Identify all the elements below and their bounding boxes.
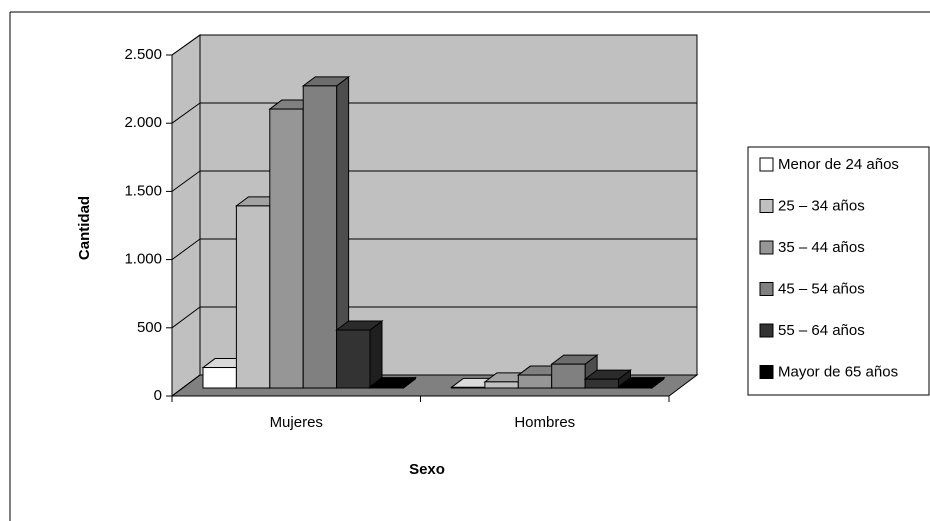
- x-tick-label: Mujeres: [270, 414, 323, 431]
- bar: [517, 374, 553, 389]
- bar: [369, 386, 404, 389]
- y-tick-label: 500: [137, 319, 162, 336]
- grid-line-side: [171, 170, 201, 192]
- y-axis-title: Cantidad: [76, 196, 93, 260]
- legend-label: Mayor de 65 años: [778, 363, 898, 380]
- legend-label: 25 – 34 años: [778, 197, 865, 214]
- grid-line-side: [171, 306, 201, 329]
- grid-line-side: [171, 238, 201, 261]
- bar: [484, 381, 519, 389]
- legend-swatch: [759, 240, 774, 255]
- legend-swatch: [759, 199, 774, 213]
- legend-label: 45 – 54 años: [778, 280, 865, 297]
- bar: [618, 386, 653, 389]
- legend-label: 35 – 44 años: [778, 239, 865, 256]
- x-axis-title: Sexo: [409, 461, 445, 478]
- grid-line-side: [171, 102, 201, 124]
- bar: [235, 205, 271, 389]
- y-tick-label: 0: [154, 387, 162, 404]
- legend-swatch: [759, 323, 774, 338]
- bar: [269, 108, 304, 389]
- y-tick-label: 1.500: [124, 182, 162, 199]
- legend-swatch: [759, 365, 774, 379]
- grid-line-side: [171, 34, 201, 56]
- legend-label: 55 – 64 años: [778, 322, 865, 339]
- side-wall: [171, 34, 201, 397]
- grid-line-side: [171, 374, 201, 397]
- bar: [584, 378, 619, 389]
- bar: [551, 363, 586, 389]
- x-tick-label: Hombres: [514, 414, 575, 431]
- y-tick-label: 2.000: [124, 114, 162, 131]
- legend-swatch: [759, 282, 774, 296]
- legend-label: Menor de 24 años: [778, 156, 899, 173]
- bar: [451, 386, 486, 389]
- bar: [202, 367, 237, 389]
- y-tick-label: 1.000: [124, 251, 162, 268]
- bar: [302, 85, 338, 389]
- bar: [336, 329, 371, 389]
- legend-swatch: [759, 157, 774, 172]
- y-tick-label: 2.500: [124, 46, 162, 63]
- bar-side: [369, 320, 383, 389]
- legend: [747, 146, 930, 396]
